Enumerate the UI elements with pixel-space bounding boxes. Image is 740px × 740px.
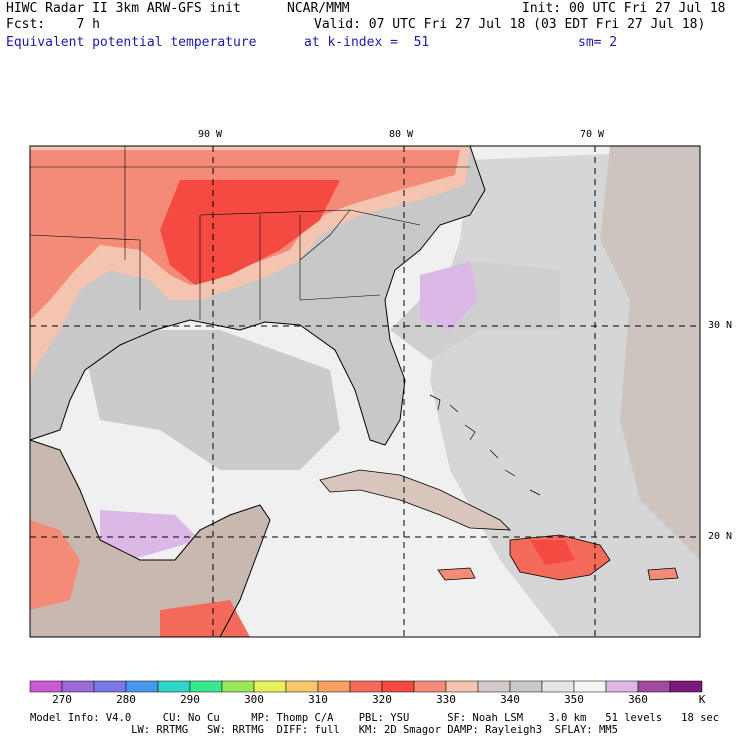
- colorbar-swatch: [285, 680, 319, 693]
- colorbar-tick-label: 270: [52, 693, 72, 706]
- colorbar-tick-label: 340: [500, 693, 520, 706]
- florida-offshore-region: [390, 260, 560, 360]
- colorbar-swatch: [349, 680, 383, 693]
- lon-label-80w: 80 W: [389, 129, 414, 140]
- hispaniola-hot-spot: [530, 540, 575, 565]
- purple-patch-gulf: [100, 510, 200, 560]
- colorbar-swatch: [669, 680, 703, 693]
- atlantic-tan-region: [600, 146, 700, 560]
- colorbar-swatch: [381, 680, 415, 693]
- map-panel: [29, 145, 701, 638]
- colorbar-swatch: [93, 680, 127, 693]
- colorbar-swatch: [221, 680, 255, 693]
- lat-lon-grid: [30, 146, 700, 637]
- colorbar-swatch: [29, 680, 63, 693]
- puerto-rico-island: [647, 567, 679, 581]
- colorbar: [29, 680, 703, 693]
- model-title: HIWC Radar II 3km ARW-GFS init: [6, 1, 241, 16]
- colorbar-tick-label: 350: [564, 693, 584, 706]
- forecast-hour: Fcst: 7 h: [6, 17, 100, 32]
- central-america-warm-region: [160, 600, 250, 637]
- colorbar-swatch: [477, 680, 511, 693]
- jamaica-island: [437, 567, 476, 581]
- mexico-landmass: [30, 440, 270, 637]
- field-name: Equivalent potential temperature: [6, 35, 257, 50]
- model-info-line1: Model Info: V4.0 CU: No Cu MP: Thomp C/A…: [30, 712, 720, 724]
- state-borders: [29, 146, 470, 320]
- coastlines: [29, 145, 486, 638]
- colorbar-swatch: [413, 680, 447, 693]
- colorbar-swatch: [61, 680, 95, 693]
- colorbar-swatch: [317, 680, 351, 693]
- purple-patch-atlantic: [420, 262, 478, 330]
- colorbar-swatch: [445, 680, 479, 693]
- lon-label-90w: 90 W: [198, 129, 223, 140]
- colorbar-tick-label: 280: [116, 693, 136, 706]
- mexico-warm-region: [30, 520, 80, 610]
- k-index-label: at k-index = 51: [304, 35, 430, 50]
- colorbar-tick-label: 320: [372, 693, 392, 706]
- lat-label-30n: 30 N: [708, 320, 733, 331]
- model-info-line2: LW: RRTMG SW: RRTMG DIFF: full KM: 2D Sm…: [30, 724, 618, 736]
- smoothing-label: sm= 2: [578, 35, 618, 50]
- colorbar-swatch: [637, 680, 671, 693]
- colorbar-tick-label: 360: [628, 693, 648, 706]
- colorbar-swatch: [605, 680, 639, 693]
- colorbar-tick-label: 290: [180, 693, 200, 706]
- colorbar-swatch: [189, 680, 223, 693]
- map-frame: [29, 145, 701, 638]
- organization-label: NCAR/MMM: [287, 1, 350, 16]
- gulf-grey-region: [80, 330, 340, 470]
- hot-region: [160, 180, 340, 285]
- colorbar-swatch: [157, 680, 191, 693]
- colorbar-swatch: [125, 680, 159, 693]
- colorbar-tick-label: 310: [308, 693, 328, 706]
- init-time: Init: 00 UTC Fri 27 Jul 18: [522, 1, 726, 16]
- colorbar-swatch: [509, 680, 543, 693]
- cuba-island: [319, 469, 512, 531]
- bahamas-islands: [429, 394, 541, 496]
- colorbar-swatch: [541, 680, 575, 693]
- colorbar-tick-label: 300: [244, 693, 264, 706]
- colorbar-swatch: [573, 680, 607, 693]
- valid-time: Valid: 07 UTC Fri 27 Jul 18 (03 EDT Fri …: [314, 17, 706, 32]
- colorbar-tick-label: 330: [436, 693, 456, 706]
- colorbar-swatch: [253, 680, 287, 693]
- lat-label-20n: 20 N: [708, 531, 733, 542]
- lon-label-70w: 70 W: [580, 129, 605, 140]
- colorbar-unit: K: [698, 693, 706, 706]
